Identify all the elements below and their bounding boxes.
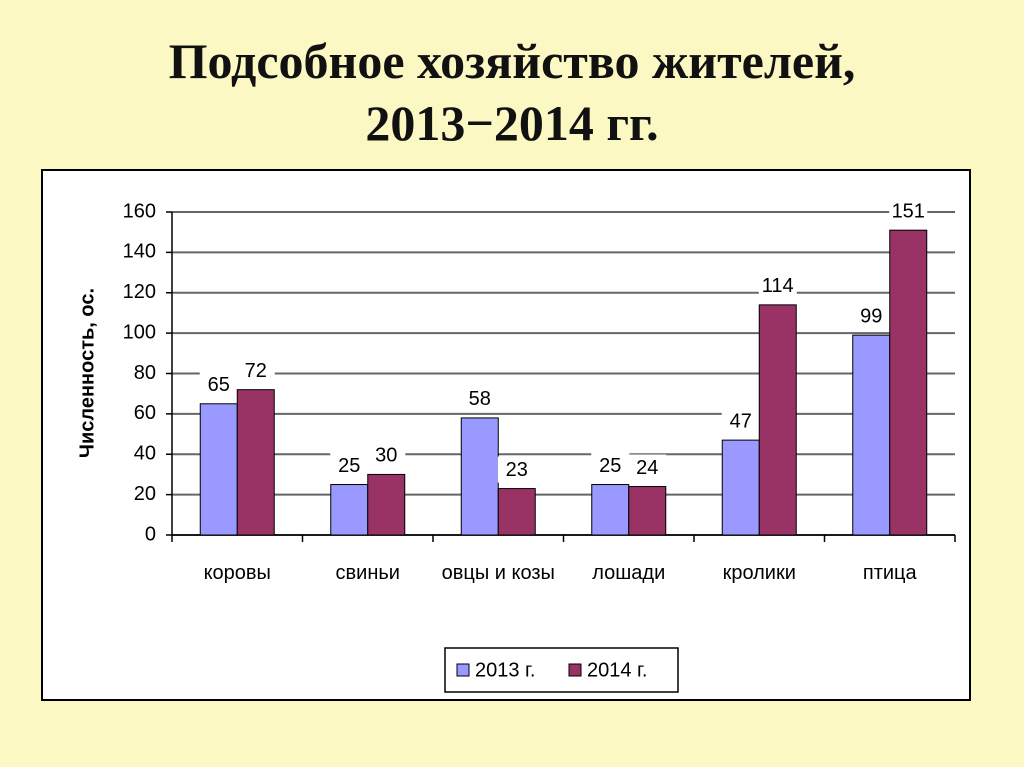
y-tick-label: 160 [123,200,156,222]
bar [236,389,275,536]
value-label-bg [367,442,406,469]
y-tick-label: 140 [123,241,156,263]
legend-swatch [568,663,582,677]
value-label: 25 [338,455,360,477]
y-tick-label: 60 [134,402,156,424]
bar [330,484,369,536]
legend-swatch [456,663,470,677]
bar [628,486,667,536]
value-label-bg [330,452,369,479]
bar [497,488,536,536]
value-label-bg [497,456,536,483]
x-tick-label: коровы [203,562,271,584]
value-label-bg [460,385,499,412]
bar [367,473,406,536]
x-tick-label: птица [862,562,917,584]
y-tick-label: 20 [134,483,156,505]
x-tick-label: овцы и козы [441,562,555,584]
value-label: 30 [375,445,397,467]
y-tick-label: 100 [123,321,156,343]
value-label: 151 [892,200,925,222]
chart-title: Подсобное хозяйство жителей, 2013−2014 г… [168,33,856,151]
y-axis-label: Численность, ос. [76,288,98,458]
value-label-bg [852,303,891,330]
bar [758,304,797,536]
x-tick-label: кролики [722,562,796,584]
value-label: 23 [506,459,528,481]
value-label: 65 [208,374,230,396]
y-tick-label: 0 [145,523,156,545]
value-label: 47 [730,410,752,432]
value-label-bg [591,452,630,479]
value-label: 72 [245,360,267,382]
value-label-bg [628,454,667,481]
value-label: 25 [599,455,621,477]
legend-label: 2013 г. [475,659,535,681]
value-label-bg [721,408,760,435]
y-tick-label: 40 [134,443,156,465]
value-label-bg [199,371,238,398]
x-tick-label: лошади [592,562,666,584]
bar [721,439,760,536]
bar [889,229,928,536]
value-label-bg [236,357,275,384]
value-label: 114 [762,275,794,297]
value-label: 58 [469,388,491,410]
bar [591,484,630,536]
y-tick-label: 80 [134,362,156,384]
x-tick-label: свиньи [335,562,400,584]
bar [852,334,891,536]
value-label-bg [889,198,928,225]
chart-frame [41,169,971,701]
bar [199,403,238,536]
value-label-bg [758,272,797,299]
legend-label: 2014 г. [587,659,647,681]
bar [460,417,499,536]
legend-box [444,647,679,693]
y-tick-label: 120 [123,281,156,303]
value-label: 99 [860,305,882,327]
value-label: 24 [636,457,658,479]
